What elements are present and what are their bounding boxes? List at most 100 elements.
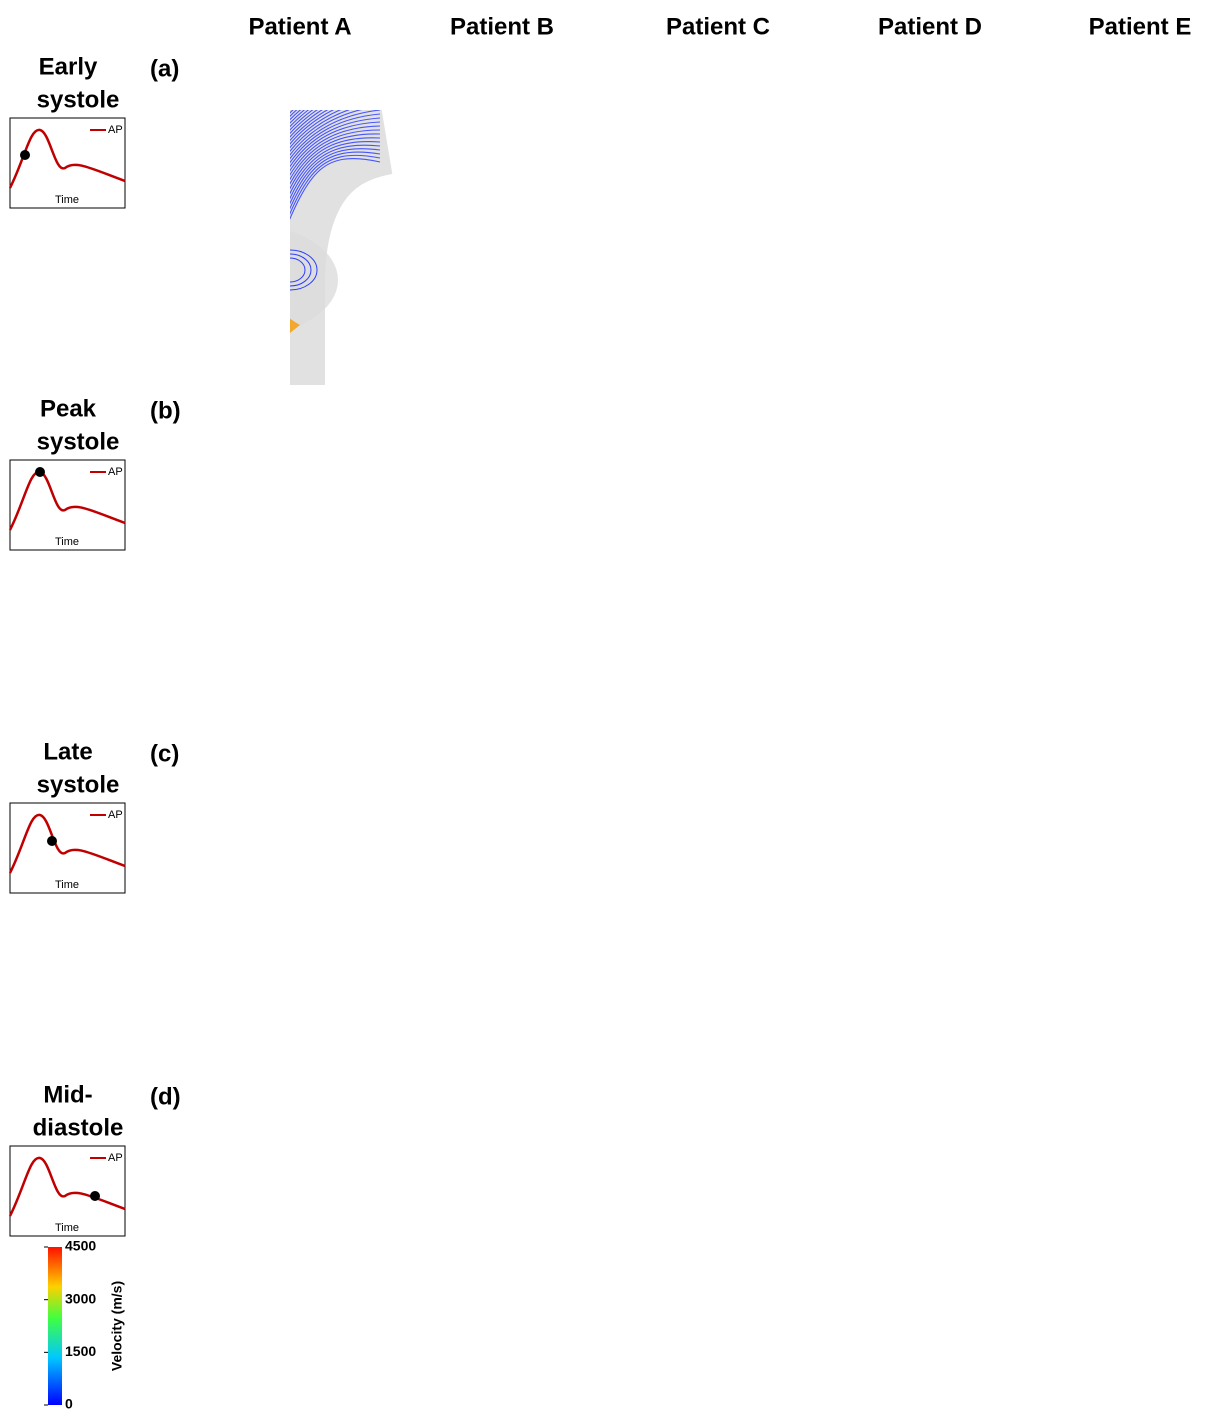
vortex — [471, 939, 513, 971]
streamline — [230, 1094, 380, 1412]
streamline — [460, 494, 582, 732]
streamline — [1093, 807, 1220, 1075]
streamline — [420, 388, 582, 732]
streamline — [227, 747, 380, 1075]
streamline — [1094, 1154, 1220, 1412]
streamline — [427, 58, 582, 390]
streamline — [633, 384, 798, 732]
streamline — [454, 110, 583, 390]
streamline — [1092, 452, 1221, 732]
vortex — [687, 254, 729, 286]
streamline — [434, 755, 582, 1075]
vortex — [598, 248, 658, 292]
streamline — [867, 78, 1010, 390]
streamline — [1091, 791, 1220, 1075]
streamline — [1086, 94, 1220, 390]
streamline — [251, 1134, 380, 1412]
streamline — [1091, 448, 1220, 732]
streamline — [1090, 444, 1220, 732]
streamline — [255, 815, 381, 1075]
row-label: systole — [37, 771, 120, 798]
streamline — [446, 432, 582, 732]
streamline — [1092, 114, 1220, 390]
streamline — [662, 775, 798, 1075]
streamline — [454, 799, 582, 1075]
vortex — [263, 592, 317, 632]
streamline — [258, 1180, 380, 1412]
streamline — [1067, 62, 1220, 390]
leaflet — [422, 270, 454, 335]
streamline — [889, 840, 1010, 1075]
streamline — [1099, 501, 1220, 732]
streamline — [673, 134, 798, 390]
streamline — [640, 396, 798, 732]
flow-panel — [580, 723, 798, 1075]
streamline — [424, 396, 582, 732]
streamline — [643, 400, 798, 732]
streamline — [1099, 840, 1220, 1075]
vortex — [604, 937, 652, 973]
vortex — [681, 250, 735, 290]
streamline — [848, 388, 1010, 732]
vortex — [810, 1276, 870, 1320]
flow-panel — [1002, 1066, 1220, 1412]
streamline — [673, 1158, 799, 1412]
row-label: diastole — [33, 1114, 124, 1141]
streamline — [460, 834, 583, 1075]
streamline — [843, 1066, 1010, 1412]
streamline — [888, 1177, 1011, 1412]
streamline — [638, 1078, 798, 1412]
streamline — [880, 444, 1010, 732]
vortex — [598, 1276, 658, 1320]
streamline — [645, 747, 798, 1075]
vortex — [394, 256, 430, 284]
vortex — [1115, 600, 1145, 624]
streamline — [671, 122, 798, 390]
streamline — [852, 1082, 1010, 1412]
streamline — [461, 1187, 582, 1412]
streamline — [1098, 834, 1221, 1075]
leaflet — [668, 955, 718, 1018]
streamline — [671, 464, 798, 732]
streamline — [1079, 1110, 1220, 1412]
streamline — [444, 428, 582, 732]
streamline — [424, 739, 582, 1075]
streamline — [862, 755, 1010, 1075]
streamline — [671, 1146, 798, 1412]
streamline — [1062, 396, 1220, 732]
streamline — [1074, 74, 1220, 390]
vortex — [382, 590, 442, 634]
leaflet — [850, 1298, 882, 1363]
streamline — [862, 1098, 1010, 1412]
streamline — [1070, 408, 1220, 732]
streamline — [631, 1066, 798, 1412]
streamline — [259, 497, 380, 732]
streamline — [1055, 727, 1220, 1075]
aorta-wall — [880, 100, 1010, 385]
streamline — [1074, 1102, 1220, 1412]
streamline — [1099, 1183, 1220, 1412]
vortex — [186, 252, 234, 288]
streamline — [458, 142, 582, 390]
streamline — [420, 46, 582, 390]
streamline — [1065, 1086, 1220, 1412]
streamline — [459, 1173, 582, 1412]
flow-panel — [1002, 723, 1220, 1075]
streamline — [886, 142, 1010, 390]
streamline — [888, 837, 1010, 1075]
streamline — [460, 1177, 583, 1412]
streamline — [455, 1150, 582, 1412]
streamline — [869, 82, 1010, 390]
vortex — [186, 594, 234, 630]
streamline — [885, 1162, 1010, 1412]
flow-panel — [364, 723, 582, 1075]
streamline — [864, 74, 1010, 390]
streamline — [256, 823, 380, 1075]
streamline — [884, 468, 1010, 732]
streamline — [453, 791, 582, 1075]
vortex — [816, 937, 864, 973]
streamline — [1097, 830, 1220, 1075]
streamline — [415, 380, 582, 732]
streamline — [457, 476, 582, 732]
streamline — [1065, 743, 1220, 1075]
